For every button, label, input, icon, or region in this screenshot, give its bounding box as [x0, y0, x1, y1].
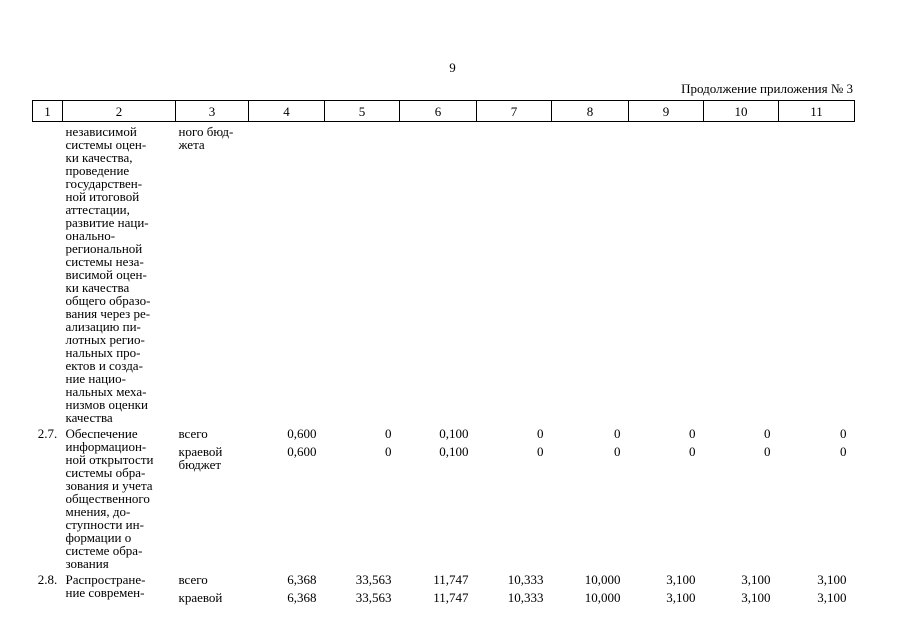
budget-value: 0 [385, 426, 392, 441]
budget-value: 0,100 [439, 426, 469, 441]
row-budget-types: ного бюд- жета [176, 122, 249, 425]
appendix-continuation-label: Продолжение приложения № 3 [681, 81, 853, 96]
table-row: независимой системы оцен- ки качества, п… [33, 122, 855, 425]
budget-value: 0 [840, 426, 847, 441]
value-cell: 0,600 0,600 [249, 424, 325, 570]
column-header: 8 [551, 100, 629, 122]
budget-value: 6,368 [287, 590, 317, 605]
budget-type: краевой [178, 590, 223, 605]
column-header: 7 [476, 100, 552, 122]
budget-value: 11,747 [433, 590, 469, 605]
budget-type: ного бюд- жета [178, 124, 234, 152]
budget-value: 3,100 [666, 590, 696, 605]
budget-value: 0 [537, 444, 544, 459]
budget-value: 3,100 [741, 572, 771, 587]
budget-table: 1 2 3 4 5 6 7 8 9 10 11 независимой сист… [32, 100, 855, 604]
value-cell [629, 122, 704, 425]
column-header: 9 [628, 100, 704, 122]
value-cell: 10,333 10,333 [477, 570, 552, 604]
table-header-row: 1 2 3 4 5 6 7 8 9 10 11 [32, 100, 855, 122]
value-cell [477, 122, 552, 425]
budget-value: 3,100 [666, 572, 696, 587]
value-cell [325, 122, 400, 425]
budget-value: 33,563 [355, 590, 392, 605]
budget-value: 10,000 [584, 572, 621, 587]
row-number: 2.7. [37, 426, 58, 441]
value-cell: 0 0 [704, 424, 779, 570]
budget-value: 0 [689, 426, 696, 441]
budget-value: 0 [614, 444, 621, 459]
budget-value: 0,600 [287, 426, 317, 441]
value-cell: 0 0 [477, 424, 552, 570]
table-row: 2.8. Распростране- ние современ- всего к… [33, 570, 855, 604]
value-cell: 0 0 [779, 424, 855, 570]
budget-value: 0,100 [439, 444, 469, 459]
column-header: 5 [324, 100, 400, 122]
value-cell [552, 122, 629, 425]
budget-value: 11,747 [433, 572, 469, 587]
row-description: Распростране- ние современ- [65, 572, 146, 600]
row-budget-types: всего краевой [176, 570, 249, 604]
row-budget-types: всего краевой бюджет [176, 424, 249, 570]
budget-value: 0 [764, 444, 771, 459]
budget-type: краевой бюджет [178, 444, 223, 472]
value-cell: 11,747 11,747 [400, 570, 477, 604]
column-header: 1 [32, 100, 63, 122]
value-cell: 3,100 3,100 [629, 570, 704, 604]
budget-value: 10,333 [507, 572, 544, 587]
budget-value: 3,100 [817, 572, 847, 587]
value-cell: 3,100 3,100 [704, 570, 779, 604]
value-cell: 6,368 6,368 [249, 570, 325, 604]
value-cell: 0 0 [552, 424, 629, 570]
value-cell [249, 122, 325, 425]
budget-type: всего [178, 572, 208, 587]
column-header: 3 [175, 100, 249, 122]
budget-value: 0,600 [287, 444, 317, 459]
row-description: независимой системы оцен- ки качества, п… [65, 124, 151, 425]
budget-value: 0 [840, 444, 847, 459]
row-description: Обеспечение информацион- ной открытости … [65, 426, 154, 571]
column-header: 2 [62, 100, 176, 122]
budget-value: 33,563 [355, 572, 392, 587]
table-row: 2.7. Обеспечение информацион- ной открыт… [33, 424, 855, 570]
budget-value: 0 [537, 426, 544, 441]
budget-value: 0 [689, 444, 696, 459]
value-cell [704, 122, 779, 425]
column-header: 11 [778, 100, 855, 122]
page-number: 9 [449, 60, 456, 75]
budget-value: 0 [764, 426, 771, 441]
row-number: 2.8. [37, 572, 58, 587]
value-cell: 0 0 [325, 424, 400, 570]
value-cell [400, 122, 477, 425]
column-header: 4 [248, 100, 325, 122]
budget-value: 0 [614, 426, 621, 441]
column-header: 10 [703, 100, 779, 122]
value-cell [779, 122, 855, 425]
budget-value: 10,333 [507, 590, 544, 605]
row-number [33, 122, 63, 425]
value-cell: 10,000 10,000 [552, 570, 629, 604]
value-cell: 3,100 3,100 [779, 570, 855, 604]
budget-value: 3,100 [741, 590, 771, 605]
budget-value: 6,368 [287, 572, 317, 587]
budget-value: 3,100 [817, 590, 847, 605]
budget-value: 0 [385, 444, 392, 459]
budget-type: всего [178, 426, 208, 441]
column-header: 6 [399, 100, 477, 122]
value-cell: 33,563 33,563 [325, 570, 400, 604]
budget-value: 10,000 [584, 590, 621, 605]
value-cell: 0 0 [629, 424, 704, 570]
value-cell: 0,100 0,100 [400, 424, 477, 570]
